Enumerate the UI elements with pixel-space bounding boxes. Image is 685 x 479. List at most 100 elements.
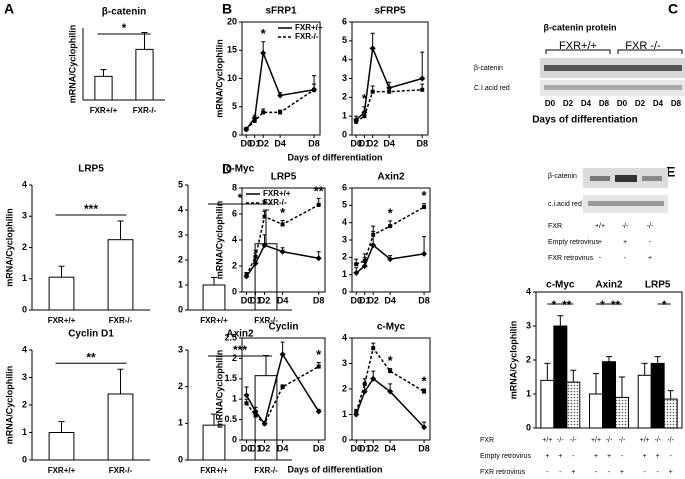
significance-label: *	[662, 298, 667, 312]
bar	[540, 379, 555, 429]
x-tick-label: FXR+/+	[200, 316, 228, 325]
x-tick-label: FXR+/+	[48, 316, 76, 325]
chart-title: c-Myc	[377, 322, 406, 333]
y-tick-label: 0	[232, 286, 237, 296]
x-tick-label: D4	[384, 295, 396, 305]
error-bar	[544, 362, 551, 381]
bar	[614, 396, 629, 429]
condition-value: +	[656, 453, 660, 460]
significance-label: *	[362, 91, 368, 106]
legend-label: FXR-/-	[295, 32, 319, 41]
y-tick-label: 1	[22, 273, 27, 283]
x-tick-label: D0	[240, 138, 252, 148]
x-axis-label: Days of differentiation	[287, 152, 382, 162]
y-tick-label: 2	[342, 383, 347, 393]
error-bar	[141, 32, 148, 50]
x-tick-label: FXR-/-	[133, 106, 157, 115]
marker	[387, 256, 394, 263]
y-axis-label: mRNA/Cyclophilin	[214, 350, 224, 429]
y-tick-label: 0.5	[224, 414, 237, 424]
y-tick-label: 1	[342, 269, 347, 279]
blot-band	[615, 175, 637, 182]
error-bar	[667, 390, 674, 400]
marker	[370, 375, 377, 382]
y-tick-label: 5	[342, 35, 347, 45]
condition-value: +	[558, 453, 562, 460]
x-tick-label: D1	[250, 295, 262, 305]
y-tick-label: 3	[22, 372, 27, 382]
x-tick-label: D4	[383, 138, 395, 148]
marker	[280, 384, 285, 389]
condition-value: -	[624, 255, 627, 262]
x-tick-label: D2	[367, 443, 379, 453]
y-tick-label: 2	[22, 242, 27, 252]
condition-label: FXR	[548, 223, 562, 230]
condition-label: FXR retrovirus	[480, 469, 526, 476]
condition-label: Empty retrovirus	[480, 453, 531, 460]
y-axis-label: mRNA/Cyclophilin	[4, 208, 14, 287]
significance-label: *	[422, 373, 428, 388]
marker	[252, 118, 257, 123]
marker	[244, 273, 249, 278]
x-axis-label: Days of differentiation	[287, 464, 382, 474]
lane-label: D2	[563, 99, 574, 108]
x-tick-label: FXR-/-	[254, 466, 278, 475]
y-tick-label: 2	[22, 399, 27, 409]
x-axis-label: Days of differentiation	[532, 115, 638, 126]
marker	[278, 110, 283, 115]
bar	[553, 325, 568, 429]
x-tick-label: D0	[241, 295, 253, 305]
chart-title: LRP5	[78, 164, 104, 175]
lane-label: D8	[671, 99, 682, 108]
y-tick-label: 1	[178, 418, 183, 428]
y-tick-label: 1	[232, 394, 237, 404]
marker	[419, 75, 426, 82]
lane-label: D4	[581, 99, 592, 108]
y-tick-label: 10	[227, 73, 237, 83]
condition-value: +/+	[542, 437, 552, 444]
blot-e: β-catenin c.i.acid red	[548, 168, 668, 213]
y-tick-label: 1	[22, 427, 27, 437]
chart-title: sFRP5	[374, 6, 406, 17]
significance-label: *	[388, 353, 394, 368]
y-tick-label: 1	[526, 388, 531, 398]
error-bar	[117, 368, 124, 394]
y-tick-label: 6	[232, 208, 237, 218]
legend-label: FXR+/+	[263, 189, 291, 198]
x-tick-label: FXR+/+	[90, 106, 118, 115]
y-tick-label: 15	[227, 45, 237, 55]
y-tick-label: 0	[22, 304, 27, 314]
condition-value: -/-	[647, 223, 654, 230]
bar	[48, 276, 75, 311]
lane-label: D4	[653, 99, 664, 108]
chart-title: β-catenin	[102, 7, 146, 18]
x-tick-label: D2	[259, 443, 271, 453]
marker	[315, 408, 322, 415]
condition-value: +	[643, 453, 647, 460]
y-tick-label: 5	[178, 179, 183, 189]
y-tick-label: 3	[342, 358, 347, 368]
condition-label: FXR retrovirus	[548, 255, 594, 262]
legend-label: FXR-/-	[263, 198, 287, 207]
marker	[262, 214, 267, 219]
error-bar	[641, 362, 648, 376]
marker	[362, 258, 367, 263]
legend-label: FXR+/+	[295, 23, 323, 32]
row-label: c.i.acid red	[548, 201, 582, 208]
x-tick-label: D1	[359, 295, 371, 305]
significance-label: ***	[84, 202, 98, 216]
error-bar	[420, 51, 425, 79]
marker	[388, 224, 393, 229]
bar	[202, 424, 226, 461]
marker	[422, 389, 427, 394]
bar	[202, 284, 226, 311]
marker	[252, 260, 259, 267]
error-bar	[618, 376, 625, 398]
y-tick-label: 0	[342, 129, 347, 139]
x-tick-label: D4	[274, 138, 286, 148]
condition-value: -	[649, 239, 652, 246]
marker	[421, 250, 428, 257]
bar	[637, 374, 652, 429]
bar	[107, 239, 134, 311]
